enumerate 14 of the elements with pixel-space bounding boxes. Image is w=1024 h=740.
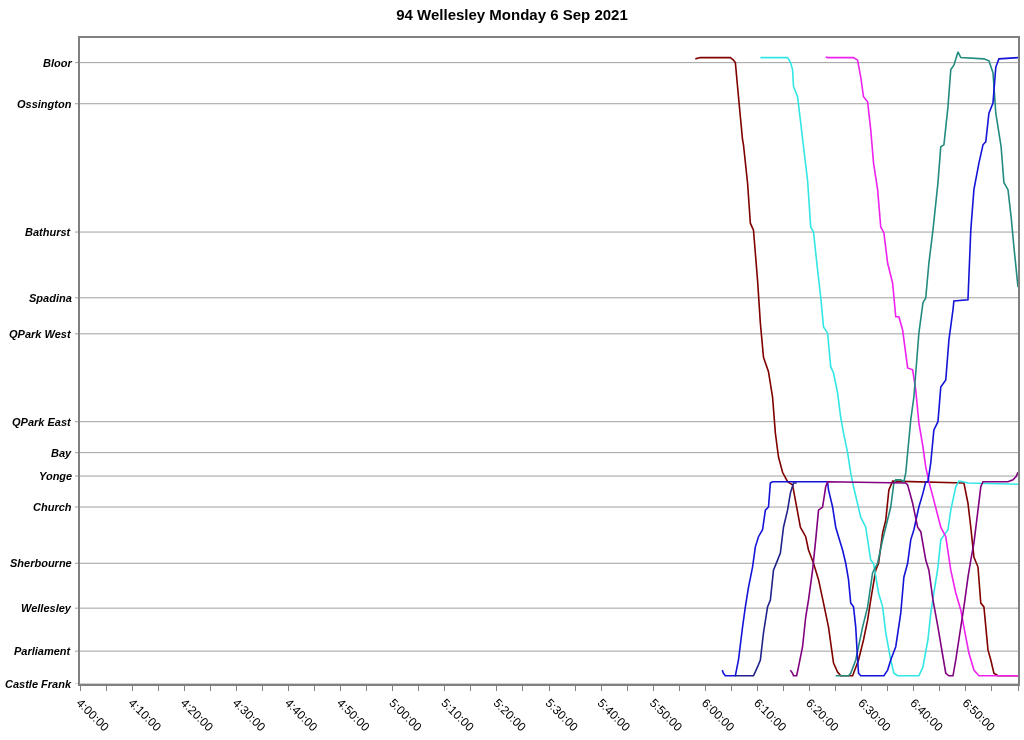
ref-line-label: Sherbourne: [10, 557, 72, 569]
ref-line-label: Bloor: [43, 57, 73, 69]
ref-line-label: Ossington: [17, 98, 72, 110]
ref-line-label: Church: [33, 501, 72, 513]
ref-line-label: Spadina: [29, 292, 72, 304]
ref-line-label: Bay: [51, 447, 73, 459]
ref-line-label: QPark East: [12, 416, 73, 428]
ref-line-label: Castle Frank: [5, 678, 72, 690]
ref-line-label: Parliament: [14, 645, 72, 657]
chart-title: 94 Wellesley Monday 6 Sep 2021: [396, 6, 628, 24]
ref-line-label: Bathurst: [25, 226, 72, 238]
ref-line-label: Wellesley: [21, 602, 72, 614]
ref-line-label: QPark West: [9, 328, 72, 340]
ref-line-label: Yonge: [39, 470, 73, 482]
